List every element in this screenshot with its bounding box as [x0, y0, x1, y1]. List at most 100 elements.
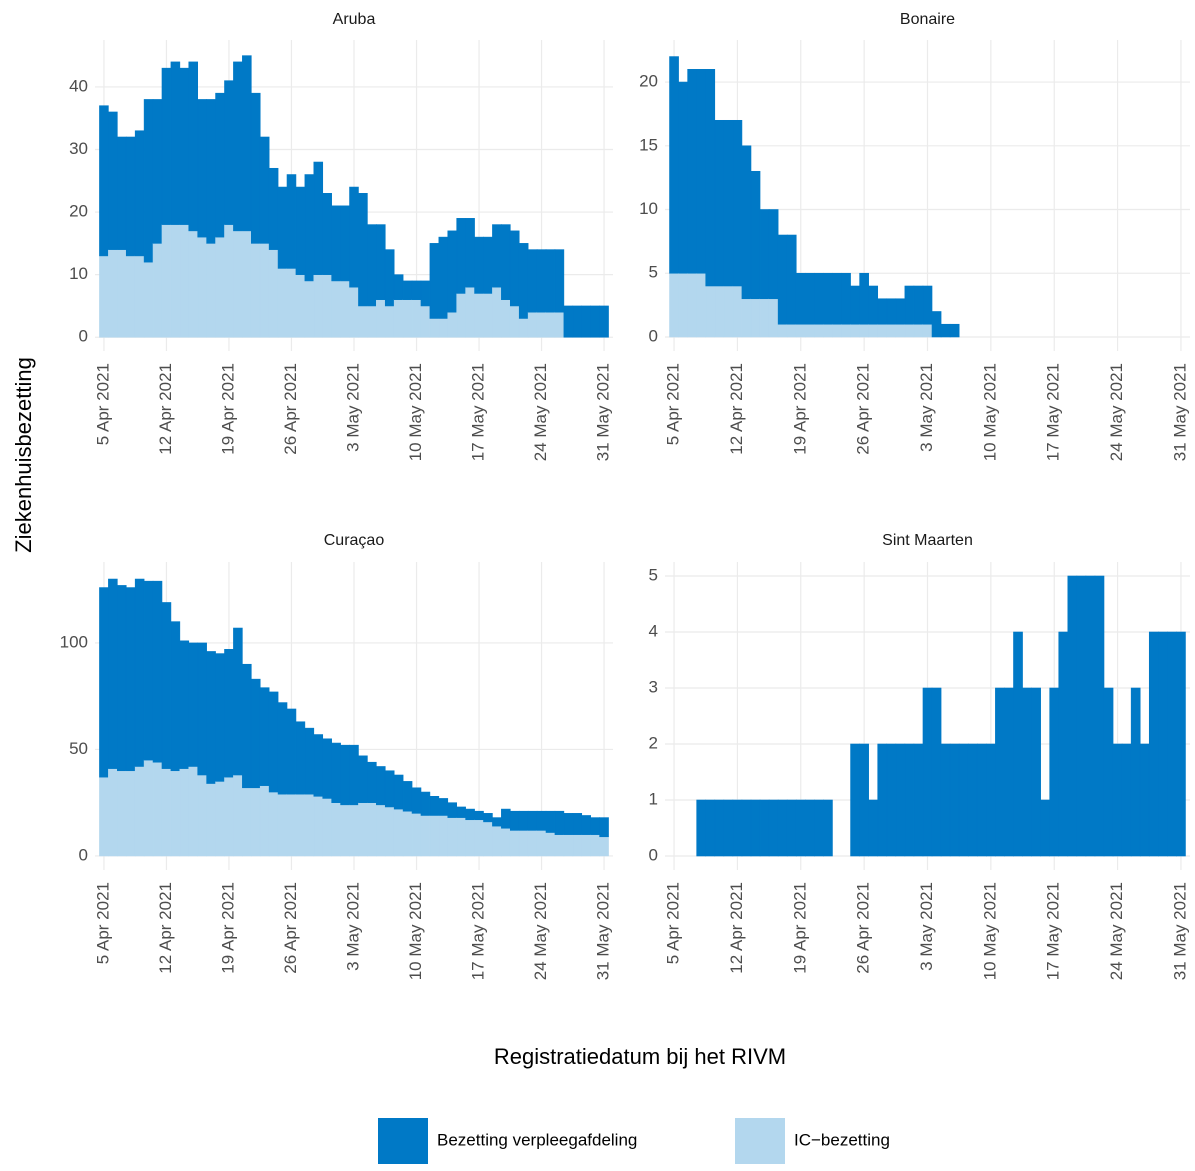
- bar-segment: [322, 193, 332, 275]
- bar-segment: [340, 280, 350, 338]
- bar-segment: [1176, 631, 1186, 857]
- bar-segment: [134, 578, 145, 767]
- bar-segment: [411, 280, 422, 300]
- bar-segment: [143, 99, 154, 263]
- bar-segment: [376, 804, 386, 857]
- bar-segment: [1139, 743, 1150, 857]
- x-tick-label: 19 Apr 2021: [790, 363, 809, 455]
- bar-segment: [509, 810, 520, 831]
- bar-segment: [1076, 575, 1087, 857]
- bar-segment: [750, 799, 761, 857]
- bar-segment: [242, 230, 252, 338]
- bar-segment: [125, 255, 136, 338]
- bar-segment: [768, 799, 779, 857]
- bar-segment: [259, 687, 270, 786]
- bar-segment: [786, 799, 797, 857]
- bar-segment: [509, 230, 520, 307]
- x-tick-label: 12 Apr 2021: [156, 363, 175, 455]
- bar-segment: [331, 280, 341, 338]
- bar-segment: [777, 799, 788, 857]
- bar-segment: [304, 280, 315, 338]
- bar-segment: [554, 834, 565, 857]
- bar-segment: [242, 663, 252, 789]
- bar-segment: [170, 224, 181, 338]
- bar-segment: [931, 311, 942, 338]
- bar-segment: [367, 802, 377, 857]
- bar-segment: [420, 815, 431, 857]
- bar-segment: [1004, 687, 1014, 857]
- bar-segment: [599, 305, 609, 338]
- bar-segment: [358, 193, 368, 307]
- y-tick-label: 5: [649, 565, 658, 584]
- bar-segment: [678, 81, 688, 274]
- bar-segment: [429, 318, 440, 338]
- bar-segment: [313, 274, 324, 338]
- bar-segment: [456, 218, 466, 294]
- bar-segment: [859, 272, 869, 325]
- bar-segment: [108, 249, 118, 338]
- bar-segment: [152, 761, 163, 857]
- bar-segment: [384, 770, 395, 808]
- bar-segment: [1148, 631, 1159, 857]
- bar-segment: [447, 230, 458, 313]
- bar-segment: [1158, 631, 1168, 857]
- bar-segment: [795, 323, 806, 338]
- bar-segment: [170, 61, 181, 225]
- bar-segment: [99, 776, 109, 857]
- bar-segment: [224, 776, 234, 857]
- bar-segment: [501, 827, 511, 857]
- bar-segment: [1049, 687, 1060, 857]
- bar-segment: [527, 830, 538, 857]
- bar-segment: [259, 136, 270, 244]
- bar-segment: [590, 305, 600, 338]
- bar-segment: [723, 799, 734, 857]
- bar-segment: [420, 791, 431, 816]
- bar-segment: [411, 813, 422, 857]
- bar-segment: [714, 285, 725, 338]
- bar-segment: [206, 651, 216, 784]
- bar-segment: [429, 243, 440, 319]
- bar-segment: [304, 793, 315, 857]
- y-tick-label: 40: [69, 76, 88, 95]
- bar-segment: [277, 186, 288, 269]
- bar-segment: [823, 799, 833, 857]
- bar-segment: [741, 799, 752, 857]
- x-tick-label: 10 May 2021: [980, 882, 999, 980]
- bar-segment: [384, 806, 395, 857]
- bar-segment: [705, 285, 716, 338]
- bar-segment: [536, 249, 547, 313]
- bar-segment: [967, 743, 978, 857]
- bar-segment: [868, 799, 879, 857]
- bar-segment: [420, 305, 431, 338]
- x-tick-label: 17 May 2021: [469, 882, 488, 980]
- bar-segment: [393, 274, 404, 300]
- bar-segment: [170, 621, 181, 772]
- x-tick-label: 17 May 2021: [1044, 363, 1063, 461]
- legend-swatch: [378, 1118, 428, 1164]
- bar-segment: [474, 819, 484, 857]
- bar-segment: [913, 285, 924, 325]
- bar-segment: [832, 272, 842, 325]
- bar-segment: [986, 743, 996, 857]
- bar-segment: [750, 298, 761, 338]
- bar-segment: [331, 205, 341, 282]
- bar-segment: [277, 793, 288, 857]
- bar-segment: [358, 802, 368, 857]
- y-tick-label: 10: [639, 199, 658, 218]
- legend-label: Bezetting verpleegafdeling: [437, 1130, 637, 1149]
- bar-segment: [456, 293, 466, 338]
- bar-segment: [536, 810, 547, 831]
- y-tick-label: 0: [649, 845, 658, 864]
- y-tick-label: 50: [69, 739, 88, 758]
- bar-segment: [572, 305, 583, 338]
- bar-segment: [233, 230, 243, 338]
- bar-segment: [696, 69, 707, 274]
- x-tick-label: 3 May 2021: [343, 882, 362, 971]
- x-tick-label: 10 May 2021: [406, 882, 425, 980]
- bar-segment: [349, 286, 359, 338]
- bar-segment: [976, 743, 987, 857]
- bar-segment: [850, 285, 860, 325]
- bar-segment: [483, 293, 493, 338]
- bar-segment: [411, 299, 422, 338]
- bar-segment: [850, 743, 860, 857]
